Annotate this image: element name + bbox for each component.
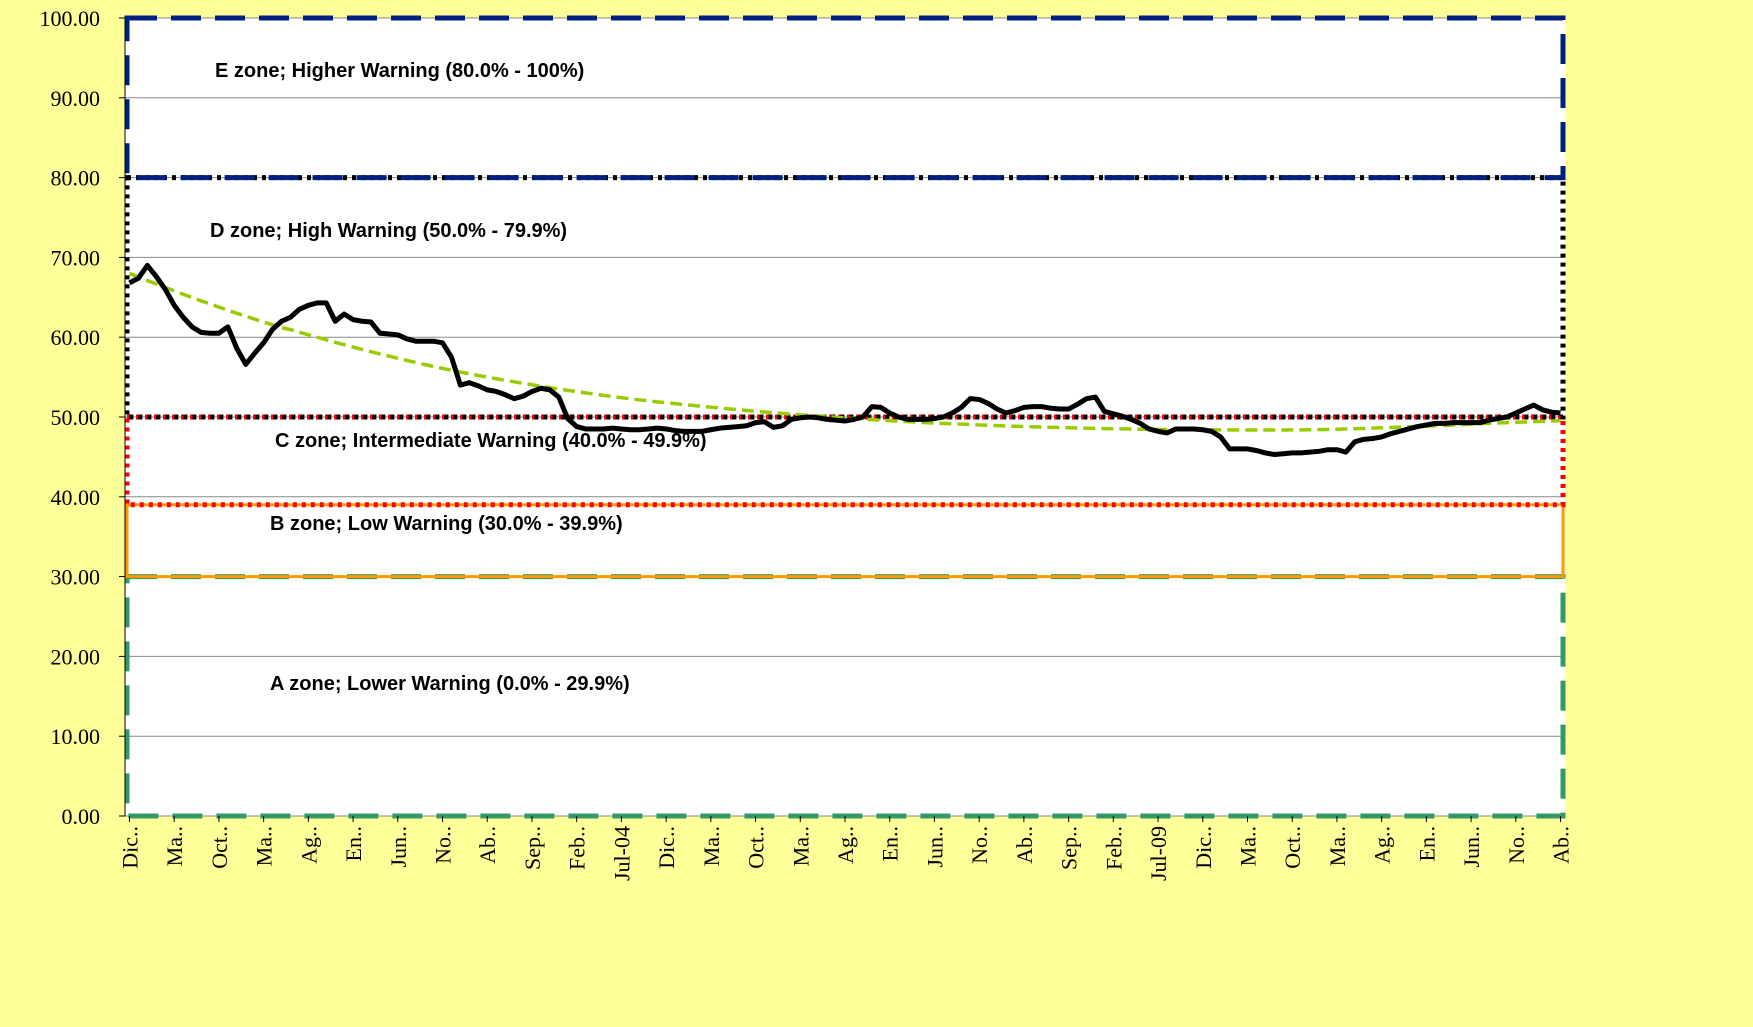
trend-line [128,271,1561,432]
x-tick-label: Feb.. [565,826,590,870]
x-tick-label: En.. [1414,826,1439,861]
x-tick-label: Oct.. [207,826,232,869]
zone-label: E zone; Higher Warning (80.0% - 100%) [215,60,584,82]
x-tick-label: Oct.. [1280,826,1305,869]
x-tick-label: Jun.. [386,826,411,868]
y-tick-label: 50.00 [51,405,101,430]
x-tick-label: Sep.. [1057,826,1082,870]
x-tick-label: Jun.. [1459,826,1484,868]
x-tick-label: Dic.. [117,826,142,869]
x-tick-label: Ma.. [1325,826,1350,866]
x-tick-label: En.. [878,826,903,861]
y-tick-label: 10.00 [51,724,101,749]
x-tick-label: Feb.. [1101,826,1126,870]
y-tick-label: 0.00 [62,804,101,829]
zone-box [124,175,1566,420]
x-tick-label: Ag.. [833,826,858,864]
y-tick-label: 20.00 [51,644,101,669]
zone-label: C zone; Intermediate Warning (40.0% - 49… [275,430,707,452]
x-tick-label: No.. [967,826,992,864]
y-tick-label: 70.00 [51,245,101,270]
x-tick-label: Ma.. [699,826,724,866]
x-tick-label: Ab.. [1012,826,1037,864]
x-tick-label: En.. [341,826,366,861]
x-tick-label: Ab.. [475,826,500,864]
x-tick-label: Ma.. [788,826,813,866]
x-tick-label: Jul-09 [1146,826,1171,881]
x-tick-label: Ma.. [252,826,277,866]
zone-box [124,15,1566,181]
x-tick-label: Ag.. [1370,826,1395,864]
y-tick-label: 80.00 [51,166,101,191]
y-tick-label: 90.00 [51,86,101,111]
x-tick-label: Oct.. [744,826,769,869]
x-tick-label: No.. [431,826,456,864]
x-tick-label: Ma.. [162,826,187,866]
x-tick-label: Ag.. [296,826,321,864]
x-tick-label: No.. [1504,826,1529,864]
y-tick-label: 30.00 [51,565,101,590]
x-tick-label: Ma.. [1235,826,1260,866]
x-tick-label: Ab.. [1549,826,1574,864]
y-tick-label: 100.00 [40,6,101,31]
y-tick-label: 60.00 [51,325,101,350]
x-tick-label: Jul-04 [609,826,634,881]
x-tick-label: Dic.. [1191,826,1216,869]
zone-label: B zone; Low Warning (30.0% - 39.9%) [270,513,623,535]
zone-label: D zone; High Warning (50.0% - 79.9%) [210,220,567,242]
data-line [128,262,1561,458]
x-tick-label: Sep.. [520,826,545,870]
x-tick-label: Jun.. [922,826,947,868]
zone-box [124,414,1566,508]
zone-label: A zone; Lower Warning (0.0% - 29.9%) [270,673,630,695]
x-tick-label: Dic.. [654,826,679,869]
y-tick-label: 40.00 [51,485,101,510]
